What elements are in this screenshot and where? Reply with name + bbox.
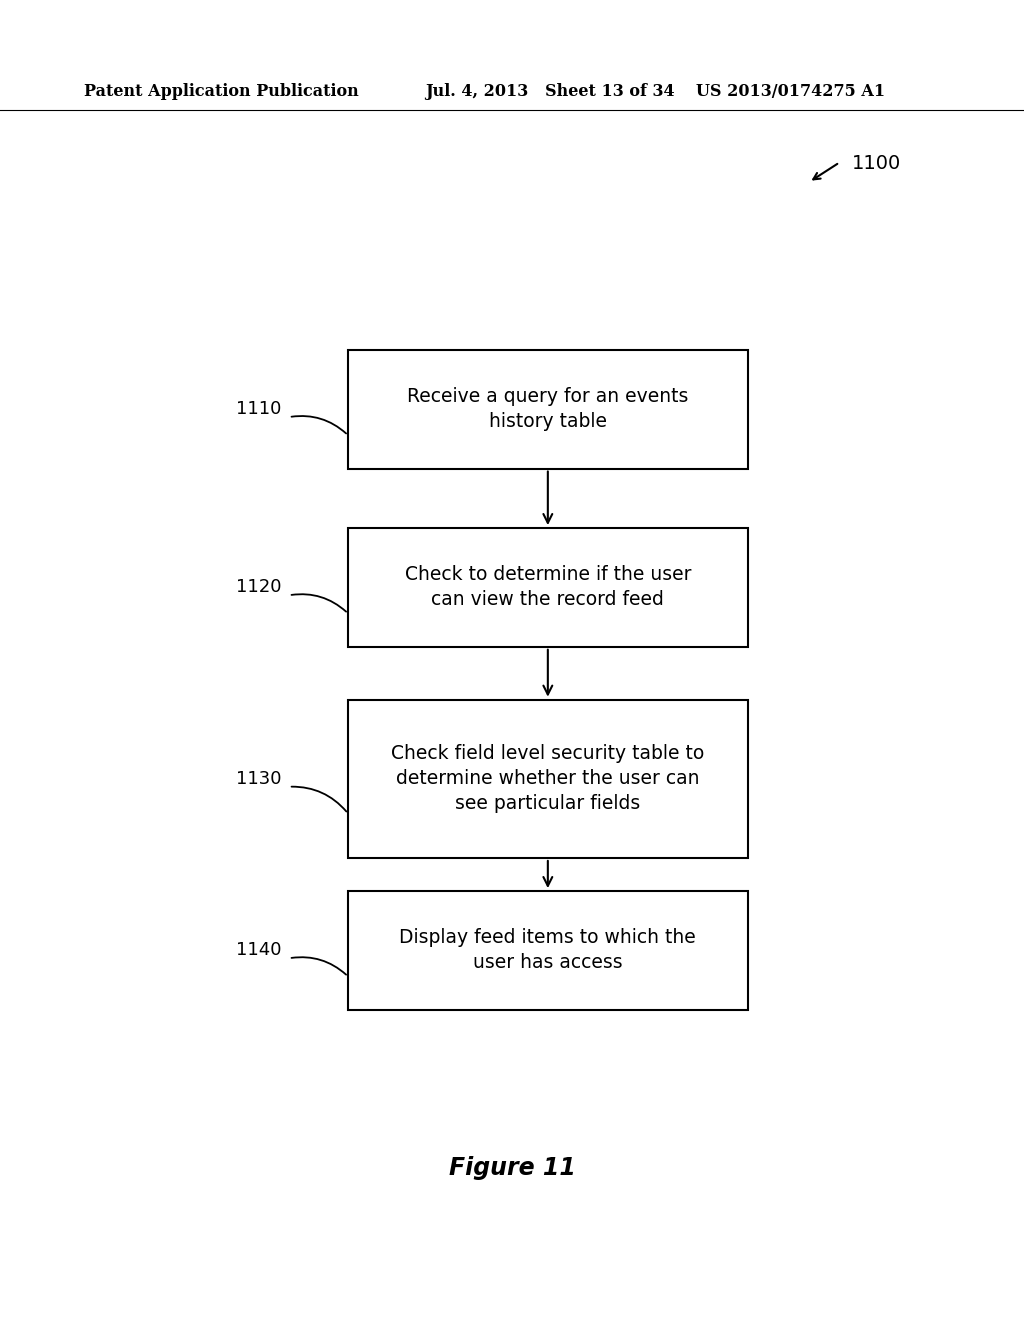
Text: Patent Application Publication: Patent Application Publication <box>84 83 358 99</box>
Bar <box>348 528 748 647</box>
Text: Check field level security table to
determine whether the user can
see particula: Check field level security table to dete… <box>391 744 705 813</box>
Text: 1120: 1120 <box>236 578 281 597</box>
Text: Receive a query for an events
history table: Receive a query for an events history ta… <box>408 387 688 432</box>
Text: Check to determine if the user
can view the record feed: Check to determine if the user can view … <box>404 565 691 610</box>
Text: 1100: 1100 <box>852 154 901 173</box>
Bar <box>348 891 748 1010</box>
Text: US 2013/0174275 A1: US 2013/0174275 A1 <box>696 83 886 99</box>
Text: 1130: 1130 <box>236 770 281 788</box>
Bar <box>348 700 748 858</box>
Text: 1140: 1140 <box>236 941 281 960</box>
Text: Figure 11: Figure 11 <box>449 1156 575 1180</box>
Text: 1110: 1110 <box>236 400 281 418</box>
Bar <box>348 350 748 469</box>
Text: Jul. 4, 2013   Sheet 13 of 34: Jul. 4, 2013 Sheet 13 of 34 <box>425 83 675 99</box>
Text: Display feed items to which the
user has access: Display feed items to which the user has… <box>399 928 696 973</box>
